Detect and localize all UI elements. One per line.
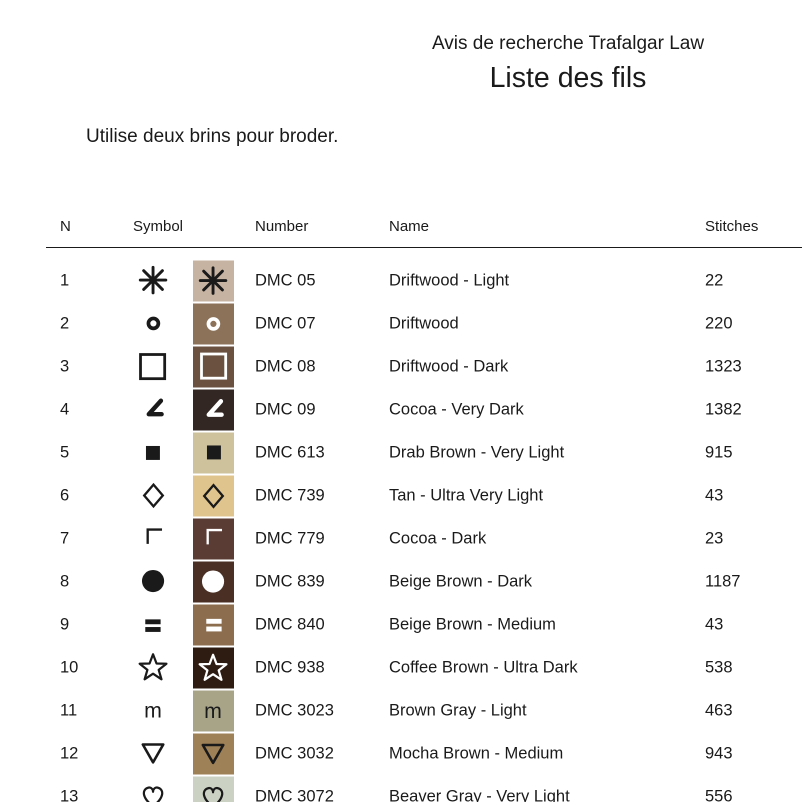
svg-text:m: m <box>144 699 162 723</box>
svg-text:m: m <box>205 699 223 723</box>
